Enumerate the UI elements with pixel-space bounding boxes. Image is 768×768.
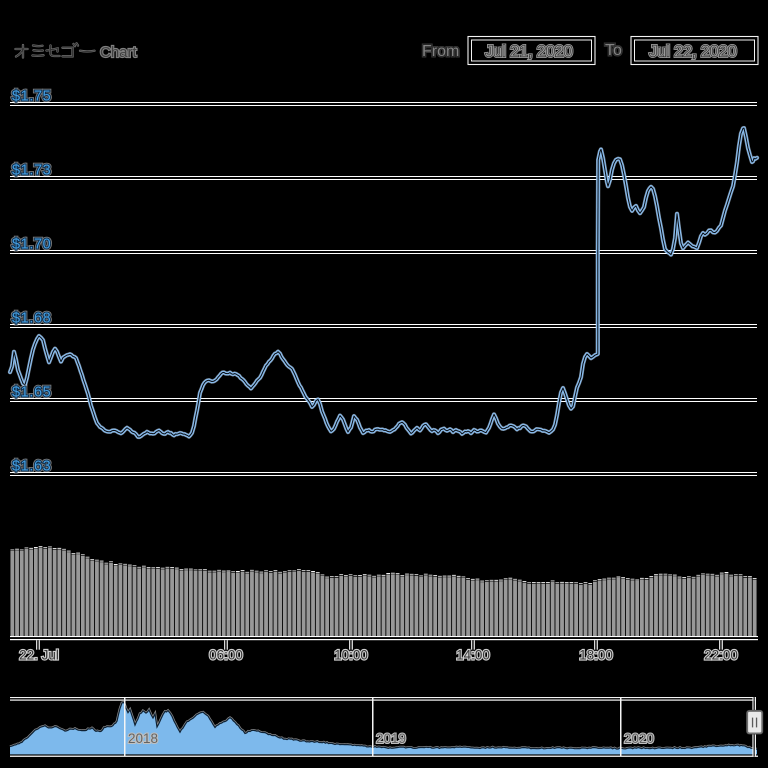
svg-text:$1.63: $1.63 [12,459,51,475]
svg-text:22:00: 22:00 [704,648,738,663]
svg-text:To: To [605,42,622,59]
svg-text:From: From [422,43,459,60]
svg-text:$1.75: $1.75 [12,89,51,105]
svg-text:2019: 2019 [376,731,406,746]
svg-text:$1.68: $1.68 [12,311,51,327]
svg-text:Jul 22, 2020: Jul 22, 2020 [649,44,736,61]
svg-text:$1.73: $1.73 [12,163,51,179]
svg-text:$1.65: $1.65 [12,385,51,401]
svg-text:06:00: 06:00 [209,648,243,663]
svg-text:$1.68: $1.68 [12,311,51,327]
svg-text:Jul 21, 2020: Jul 21, 2020 [485,44,572,61]
svg-text:Jul 21, 2020: Jul 21, 2020 [485,44,572,61]
svg-text:2020: 2020 [624,731,654,746]
svg-text:22:00: 22:00 [704,648,738,663]
svg-text:2019: 2019 [376,731,406,746]
svg-text:$1.63: $1.63 [12,459,51,475]
svg-text:Chart: Chart [100,44,138,61]
svg-text:Jul 21, 2020: Jul 21, 2020 [485,44,572,61]
svg-text:22. Jul: 22. Jul [19,648,59,663]
svg-text:2018: 2018 [128,731,158,746]
svg-text:$1.73: $1.73 [12,163,51,179]
svg-text:$1.70: $1.70 [12,237,51,253]
svg-text:To: To [605,42,622,59]
svg-text:2020: 2020 [624,731,654,746]
svg-text:22. Jul: 22. Jul [19,648,59,663]
svg-text:10:00: 10:00 [334,648,368,663]
svg-text:$1.65: $1.65 [12,385,51,401]
svg-text:2018: 2018 [128,731,158,746]
svg-text:Jul 22, 2020: Jul 22, 2020 [649,44,736,61]
svg-text:$1.70: $1.70 [12,237,51,253]
svg-text:$1.73: $1.73 [12,163,51,179]
svg-text:14:00: 14:00 [456,648,490,663]
svg-text:Jul 22, 2020: Jul 22, 2020 [649,44,736,61]
svg-text:14:00: 14:00 [456,648,490,663]
svg-text:From: From [422,43,459,60]
svg-text:$1.68: $1.68 [12,311,51,327]
svg-text:10:00: 10:00 [334,648,368,663]
svg-text:$1.75: $1.75 [12,89,51,105]
svg-text:Chart: Chart [100,44,138,61]
svg-text:From: From [422,43,459,60]
svg-text:18:00: 18:00 [579,648,613,663]
svg-text:18:00: 18:00 [579,648,613,663]
svg-text:To: To [605,42,622,59]
svg-text:$1.75: $1.75 [12,89,51,105]
svg-text:06:00: 06:00 [209,648,243,663]
svg-text:$1.65: $1.65 [12,385,51,401]
svg-text:$1.63: $1.63 [12,459,51,475]
svg-text:$1.70: $1.70 [12,237,51,253]
